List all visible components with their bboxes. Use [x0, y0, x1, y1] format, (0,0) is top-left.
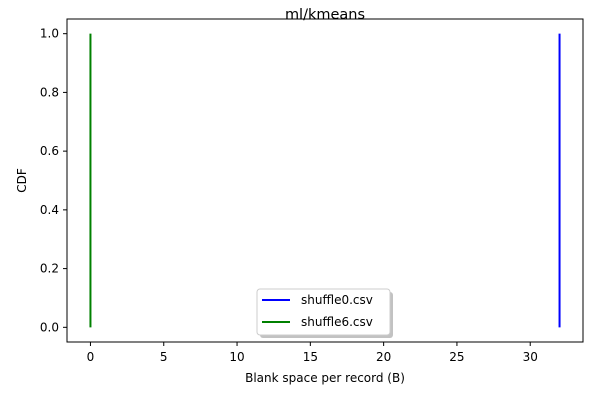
y-tick-label: 1.0 — [40, 27, 59, 41]
x-axis: 0 5 10 15 20 25 30 — [87, 342, 538, 364]
y-axis-label: CDF — [15, 168, 29, 193]
legend-label-0: shuffle0.csv — [301, 293, 373, 307]
y-tick-label: 0.0 — [40, 320, 59, 334]
plot-lines — [89, 33, 561, 328]
y-tick-label: 0.4 — [40, 203, 59, 217]
x-tick-label: 20 — [376, 350, 391, 364]
legend: shuffle0.csv shuffle6.csv — [256, 288, 393, 338]
y-tick-label: 0.8 — [40, 85, 59, 99]
chart-title: ml/kmeans — [285, 7, 365, 23]
plot-frame — [66, 18, 584, 343]
x-tick-label: 25 — [449, 350, 464, 364]
x-tick-label: 15 — [303, 350, 318, 364]
x-tick-label: 30 — [523, 350, 538, 364]
legend-box — [256, 288, 391, 336]
x-tick-label: 0 — [87, 350, 95, 364]
y-tick-label: 0.2 — [40, 262, 59, 276]
x-tick-label: 5 — [160, 350, 168, 364]
x-tick-label: 10 — [229, 350, 244, 364]
legend-label-1: shuffle6.csv — [301, 315, 373, 329]
y-tick-label: 0.6 — [40, 144, 59, 158]
y-axis: 0.0 0.2 0.4 0.6 0.8 1.0 — [40, 27, 67, 334]
x-axis-label: Blank space per record (B) — [245, 371, 405, 385]
